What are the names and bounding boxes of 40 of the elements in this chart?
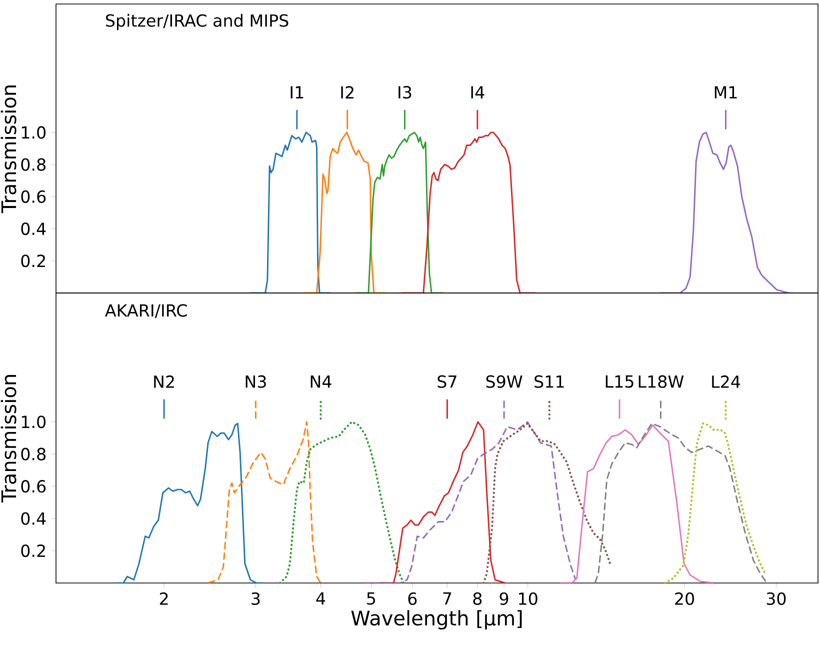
y-axis-title: Transmission (0, 375, 16, 503)
x-tick-label: 6 (408, 592, 417, 605)
y-tick-label: 0.8 (21, 448, 46, 460)
x-tick-label: 7 (443, 592, 452, 605)
ref-line-label: L15 (606, 375, 634, 388)
y-tick-label: 0.6 (21, 190, 46, 203)
y-tick-label: 0.4 (21, 512, 46, 525)
x-tick-label: 20 (675, 592, 694, 605)
y-tick-label: 1.0 (22, 126, 46, 139)
y-tick-label: 0.4 (21, 222, 46, 236)
x-tick-label: 9 (500, 592, 508, 605)
ref-line-label: I1 (290, 86, 304, 98)
ref-line-label: S11 (534, 375, 564, 388)
y-tick-label: 0.8 (21, 158, 46, 171)
ref-line-label: I3 (398, 86, 412, 99)
x-tick-label: 3 (252, 592, 260, 605)
ref-line-label: I2 (341, 86, 354, 98)
y-tick-label: 1.0 (22, 416, 46, 428)
ref-line-label: M1 (714, 86, 737, 98)
ref-line-label: N4 (310, 376, 332, 388)
x-tick-label: 8 (473, 592, 482, 605)
ref-line-label: L24 (712, 375, 740, 388)
x-axis-title: Wavelength [μm] (351, 610, 522, 630)
x-tick-label: 2 (160, 592, 168, 605)
y-tick-label: 0.6 (21, 480, 46, 493)
x-tick-label: 10 (519, 592, 538, 605)
x-tick-label: 30 (766, 592, 786, 605)
ref-line-label: I4 (471, 86, 484, 98)
ref-line-label: N2 (154, 375, 174, 388)
x-tick-label: 5 (367, 592, 376, 605)
y-tick-label: 0.2 (21, 544, 45, 558)
text: AKARI/IRC (105, 304, 187, 318)
y-tick-label: 0.2 (21, 254, 45, 268)
ref-line-label: N3 (246, 375, 266, 388)
y-axis-title: Transmission (0, 86, 16, 214)
ref-line-label: S7 (438, 375, 456, 388)
text: Spitzer/IRAC and MIPS (106, 14, 288, 30)
ref-line-label: L18W (638, 375, 684, 388)
x-tick-label: 4 (316, 592, 326, 605)
ref-line-label: S9W (486, 375, 522, 388)
